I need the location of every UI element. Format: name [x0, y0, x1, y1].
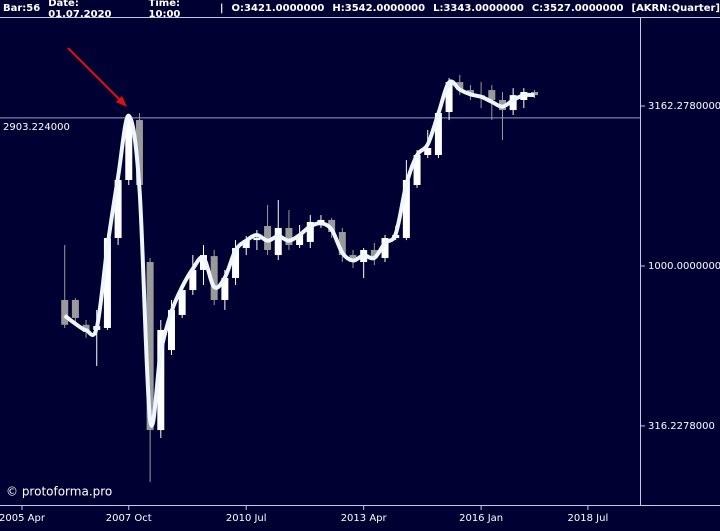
header-field: O:3421.0000000: [231, 3, 325, 14]
x-tick-label: 2007 Oct: [106, 513, 152, 524]
candle-body: [178, 290, 186, 315]
candle-body: [285, 227, 293, 246]
candle-body: [370, 250, 378, 259]
header-field: Date: 01.07.2020: [48, 0, 112, 20]
candle-body: [317, 219, 325, 222]
y-tick-label: 1000.0000000: [648, 261, 720, 272]
candle-body: [146, 262, 154, 431]
candle-body: [274, 227, 282, 256]
watermark: © protoforma.pro: [6, 485, 112, 499]
candle-body: [296, 234, 304, 246]
y-tick-label: 3162.2780000: [648, 101, 720, 112]
header-field: H:3542.0000000: [332, 3, 426, 14]
candle-body: [424, 148, 432, 156]
arrow: [67, 47, 125, 105]
x-tick-label: 2018 Jul: [568, 513, 609, 524]
candle-body: [402, 180, 410, 239]
header-field: C:3527.0000000: [531, 3, 624, 14]
candle-body: [264, 225, 272, 251]
candle-body: [381, 238, 389, 259]
header: Bar:56 Date: 01.07.2020 Time: 10:00 | O:3421…: [0, 0, 720, 20]
x-tick-label: 2016 Jan: [459, 513, 503, 524]
candle-body: [167, 309, 175, 351]
candle-body: [488, 90, 496, 101]
candle-body: [210, 256, 218, 300]
header-field: |: [219, 3, 224, 14]
candle-body: [125, 120, 133, 181]
candle-body: [242, 240, 250, 249]
candle-body: [456, 82, 464, 91]
arrow-head: [116, 96, 127, 107]
header-field: Time: 10:00: [148, 0, 181, 20]
candle-body: [445, 82, 453, 113]
x-tick-label: 2005 Apr: [0, 513, 46, 524]
candle-body: [71, 299, 79, 318]
candle-body: [157, 329, 165, 431]
candle-body: [200, 255, 208, 270]
header-field: [AKRN:Quarter]: [631, 3, 720, 14]
candle-body: [413, 155, 421, 186]
candle-body: [114, 180, 122, 239]
smooth-line: [63, 79, 535, 428]
candle-body: [103, 238, 111, 328]
candle-body: [338, 232, 346, 256]
reference-label: 2903.224000: [3, 122, 70, 133]
candle-body: [509, 95, 517, 111]
y-tick-label: 316.2278000: [648, 421, 715, 432]
header-field: L:3343.0000000: [433, 3, 524, 14]
candle-body: [61, 299, 69, 325]
candle-body: [135, 120, 143, 186]
candle-body: [189, 269, 197, 291]
x-tick-label: 2013 Apr: [341, 513, 388, 524]
candle-body: [232, 248, 240, 279]
candle-body: [434, 112, 442, 156]
candle-body: [253, 238, 261, 241]
header-field: Bar:56: [3, 3, 41, 14]
candle-body: [306, 221, 314, 242]
candle-body: [221, 278, 229, 300]
x-tick-label: 2010 Jul: [226, 513, 267, 524]
candle-body: [328, 219, 336, 233]
